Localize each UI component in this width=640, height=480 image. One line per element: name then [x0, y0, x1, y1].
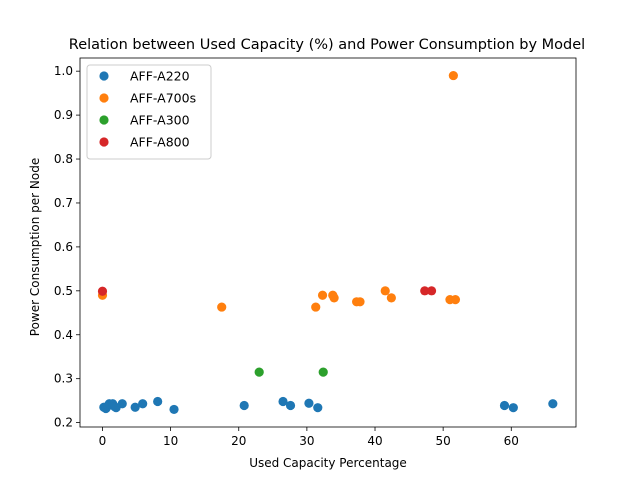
legend-marker [99, 137, 109, 147]
data-point [285, 400, 296, 411]
y-tick-label: 0.6 [54, 240, 73, 254]
data-point [153, 396, 163, 407]
y-tick-label: 0.7 [54, 196, 73, 210]
data-point [169, 404, 179, 415]
data-point [386, 293, 396, 303]
legend-entry-label: AFF-A300 [130, 113, 190, 128]
data-point [355, 297, 365, 307]
y-tick-label: 0.9 [54, 108, 73, 122]
y-tick-label: 0.4 [54, 328, 73, 342]
y-tick-label: 0.3 [54, 372, 73, 386]
y-axis: 0.2 0.3 0.4 0.5 0.6 0.7 0.8 0.9 1.0 [54, 64, 80, 430]
data-point [130, 402, 140, 412]
y-tick-label: 0.8 [54, 152, 73, 166]
data-point [311, 302, 321, 312]
data-point [548, 399, 558, 409]
chart-title: Relation between Used Capacity (%) and P… [69, 37, 585, 53]
data-point [426, 286, 437, 296]
data-point [329, 293, 339, 303]
data-point [448, 70, 458, 81]
legend: AFF-A220 AFF-A700s AFF-A300 AFF-A800 [86, 64, 212, 160]
data-point [97, 286, 108, 296]
x-tick-label: 10 [163, 434, 178, 448]
data-point [420, 286, 430, 296]
x-tick-label: 0 [99, 434, 107, 448]
data-point [499, 400, 510, 411]
data-points [97, 70, 558, 415]
legend-entry-label: AFF-A800 [130, 135, 190, 150]
y-tick-label: 1.0 [54, 64, 73, 78]
data-point [380, 286, 390, 296]
legend-marker [99, 71, 109, 81]
data-point [508, 403, 518, 413]
y-tick-label: 0.5 [54, 284, 73, 298]
y-tick-label: 0.2 [54, 416, 73, 430]
legend-marker [99, 115, 109, 125]
x-tick-label: 40 [367, 434, 382, 448]
data-point [138, 399, 148, 409]
data-point [304, 398, 314, 408]
data-point [317, 290, 328, 300]
legend-marker [99, 93, 109, 103]
x-tick-label: 60 [504, 434, 519, 448]
x-axis: 0 10 20 30 40 50 60 [99, 427, 519, 448]
legend-entry-label: AFF-A220 [130, 69, 190, 84]
plot-area [79, 57, 577, 428]
data-point [254, 367, 264, 377]
x-tick-label: 50 [436, 434, 451, 448]
data-point [318, 367, 328, 377]
data-point [117, 399, 127, 409]
y-axis-label: Power Consumption per Node [28, 158, 42, 336]
data-point [217, 302, 227, 312]
legend-entry-label: AFF-A700s [130, 91, 196, 106]
data-point [239, 400, 249, 411]
data-point [450, 295, 461, 305]
data-point [313, 403, 323, 413]
x-tick-label: 20 [231, 434, 246, 448]
legend-box [86, 64, 212, 160]
x-axis-label: Used Capacity Percentage [249, 456, 407, 470]
x-tick-label: 30 [299, 434, 314, 448]
data-point [278, 396, 288, 407]
